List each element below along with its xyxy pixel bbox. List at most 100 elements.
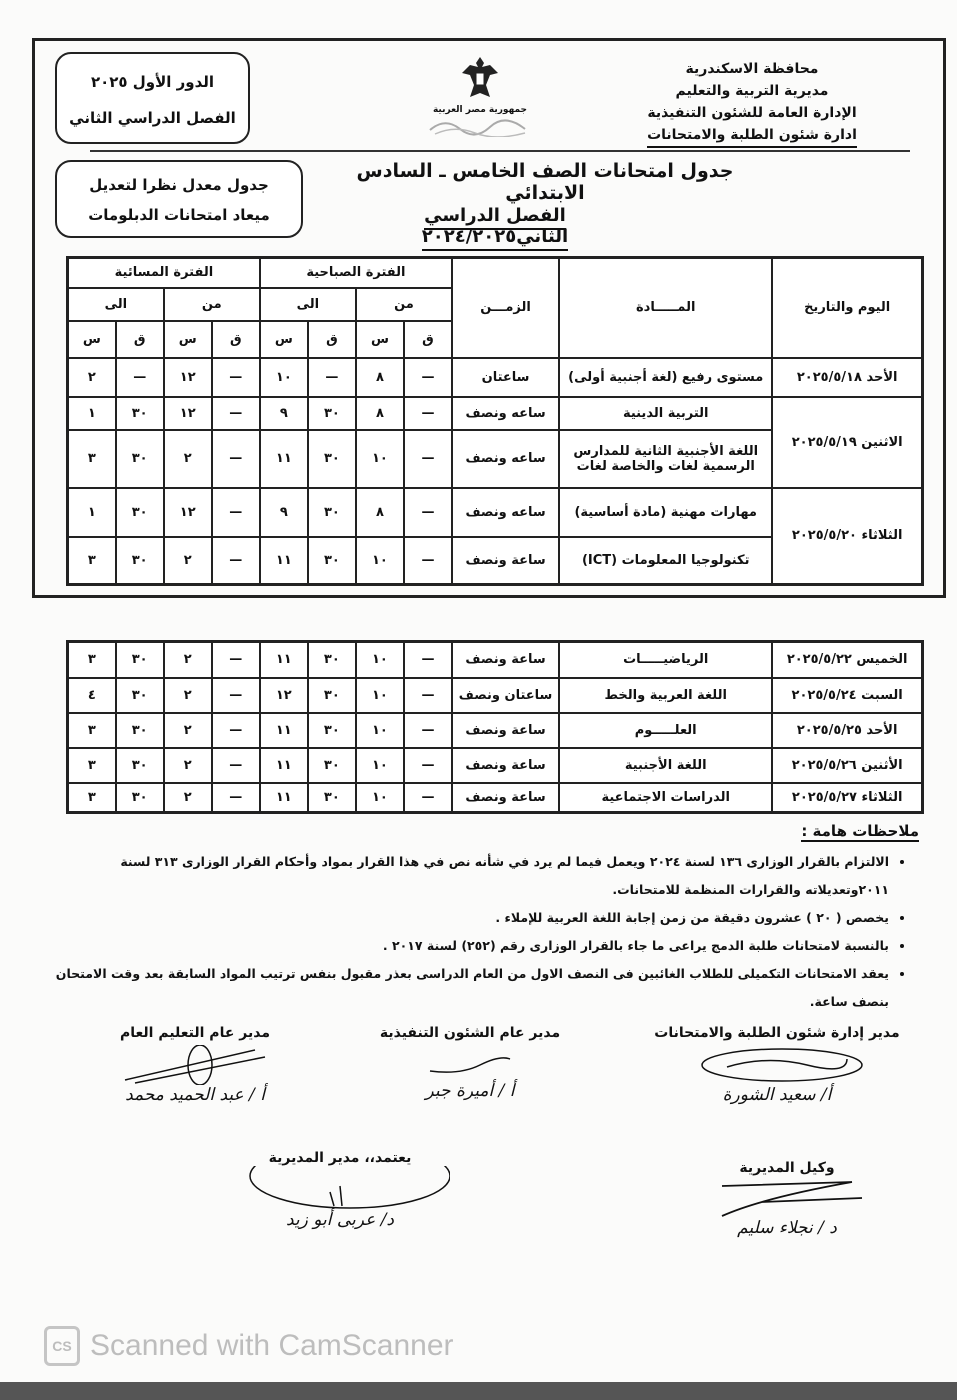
hour-cell: ٢ — [162, 711, 213, 749]
minute-cell: — — [210, 356, 261, 398]
minute-cell: — — [402, 746, 453, 784]
minute-cell: — — [210, 395, 261, 431]
governorate: محافظة الاسكندرية — [685, 61, 819, 77]
hour-cell: ١٠ — [354, 746, 405, 784]
duration-cell: ساعه ونصف — [450, 395, 561, 431]
document-frame — [32, 38, 946, 598]
header-hour: س — [354, 319, 405, 359]
watermark-text: Scanned with CamScanner — [90, 1329, 454, 1362]
signatory-title: مدير عام التعليم العام — [120, 1025, 270, 1041]
hour-cell: ١ — [66, 395, 117, 431]
camscanner-logo: CS — [44, 1326, 80, 1366]
day-date-cell: الخميس ٢٠٢٥/٥/٢٢ — [771, 640, 924, 679]
minute-cell: — — [402, 356, 454, 398]
eagle-icon — [462, 57, 498, 97]
signature-students-affairs: مدير إدارة شئون الطلبة والامتحانات أ/ سع… — [647, 1025, 907, 1105]
hour-cell: ٤ — [66, 676, 117, 714]
minute-cell: — — [402, 535, 454, 586]
header-minute: ق — [306, 319, 357, 359]
hour-cell: ١٢ — [162, 486, 213, 538]
table-1-body: الأحد ٢٠٢٥/٥/١٨ مستوى رفيع (لغة أجنبية أو… — [66, 356, 924, 586]
subject-cell: الدراسات الاجتماعية — [558, 781, 774, 814]
signatory-name: أ / عبد الحميد محمد — [125, 1085, 265, 1105]
table-row: الأحد ٢٠٢٥/٥/٢٥ العلـــــوم ساعة ونصف —١٠ ٣٠… — [66, 711, 924, 749]
signature-executive-affairs: مدير عام الشئون التنفيذية أ / أميرة جبر — [350, 1025, 590, 1101]
signature-deputy: وكيل المديرية د / نجلاء سليم — [687, 1160, 887, 1238]
table-2-body: الخميس ٢٠٢٥/٥/٢٢ الرياضيـــــات ساعة ونصف —… — [66, 640, 924, 814]
minute-cell: ٣٠ — [114, 428, 165, 489]
minute-cell: ٣٠ — [306, 428, 357, 489]
hour-cell: ١١ — [258, 535, 309, 586]
header-minute: ق — [402, 319, 454, 359]
minute-cell: ٣٠ — [306, 781, 357, 814]
subject-cell: اللغة الأجنبية الثانية للمدارس الرسمية ل… — [558, 428, 774, 489]
minute-cell: ٣٠ — [114, 486, 165, 538]
table-row: اللغة الأجنبية الثانية للمدارس الرسمية ل… — [66, 428, 923, 489]
header-minute: ق — [210, 319, 261, 359]
session-box: الدور الأول ٢٠٢٥ الفصل الدراسي الثاني — [55, 52, 250, 144]
signatory-name: أ / أميرة جبر — [425, 1081, 515, 1101]
hour-cell: ١٠ — [354, 428, 405, 489]
subject-cell: التربية الدينية — [558, 395, 774, 431]
day-date-cell: الاثنين ٢٠٢٥/٥/١٩ — [771, 395, 924, 489]
signatory-name: د / نجلاء سليم — [737, 1218, 837, 1238]
hour-cell: ١٠ — [354, 711, 405, 749]
hour-cell: ٢ — [162, 535, 213, 586]
hour-cell: ١٠ — [354, 781, 405, 814]
day-date-cell: الأحد ٢٠٢٥/٥/١٨ — [771, 356, 924, 398]
general-administration: الإدارة العامة للشئون التنفيذية — [647, 105, 857, 121]
header-hour: س — [66, 319, 117, 359]
subject-cell: تكنولوجيا المعلومات (ICT) — [558, 535, 774, 586]
header-duration: الزمـــن — [450, 256, 561, 359]
table-row: الأحد ٢٠٢٥/٥/١٨ مستوى رفيع (لغة أجنبية أو… — [66, 356, 924, 398]
minute-cell: ٣٠ — [306, 640, 357, 679]
exam-round: الدور الأول ٢٠٢٥ — [90, 73, 215, 91]
hour-cell: ٣ — [66, 640, 117, 679]
minute-cell: — — [402, 428, 454, 489]
minute-cell: — — [210, 486, 261, 538]
minute-cell: — — [210, 781, 261, 814]
handwritten-signature — [701, 1048, 863, 1082]
notes-list: الالتزام بالقرار الوزارى ١٣٦ لسنة ٢٠٢٤ و… — [39, 848, 907, 1016]
signatory-title: يعتمد،، مدير المديرية — [268, 1150, 412, 1166]
minute-cell: — — [210, 640, 261, 679]
day-date-cell: الأحد ٢٠٢٥/٥/٢٥ — [771, 711, 924, 749]
amendment-note-box: جدول معدل نظرا لتعديل ميعاد امتحانات الد… — [55, 160, 303, 238]
minute-cell: ٣٠ — [114, 676, 165, 714]
minute-cell: ٣٠ — [306, 711, 357, 749]
hour-cell: ١٠ — [354, 676, 405, 714]
minute-cell: — — [402, 711, 453, 749]
subject-cell: العلـــــوم — [558, 711, 774, 749]
subject-cell: اللغة الأجنبية — [558, 746, 774, 784]
minute-cell: — — [210, 535, 261, 586]
minute-cell: ٣٠ — [306, 676, 357, 714]
table-row: تكنولوجيا المعلومات (ICT) ساعة ونصف —١٠ ٣٠ ١… — [66, 535, 923, 586]
minute-cell: — — [306, 356, 357, 398]
emblem-caption: جمهورية مصر العربية — [432, 105, 528, 115]
duration-cell: ساعة ونصف — [450, 711, 561, 749]
header-divider — [90, 150, 910, 152]
signatory-name: أ/ سعيد الشورة — [722, 1085, 832, 1105]
egypt-eagle-emblem: جمهورية مصر العربية — [405, 55, 555, 145]
hour-cell: ١١ — [258, 711, 309, 749]
note-item: يخصص ( ٢٠ ) عشرون دقيقة من زمن إجابة الل… — [39, 904, 889, 932]
hour-cell: ٩ — [258, 395, 309, 431]
hour-cell: ٢ — [162, 640, 213, 679]
hour-cell: ٣ — [66, 711, 117, 749]
department: ادارة شئون الطلبة والامتحانات — [647, 124, 857, 148]
duration-cell: ساعتان — [450, 356, 561, 398]
duration-cell: ساعة ونصف — [450, 535, 561, 586]
subtitle-text: الفصل الدراسي الثاني٢٠٢٤/٢٠٢٥ — [421, 205, 569, 251]
subject-cell: الرياضيـــــات — [558, 640, 774, 679]
directorate: مديرية التربية والتعليم — [675, 83, 829, 99]
handwritten-signature — [429, 1057, 511, 1073]
header-subject: المـــــادة — [558, 256, 774, 359]
page-title: جدول امتحانات الصف الخامس ـ السادس الابت… — [356, 160, 734, 204]
minute-cell: ٣٠ — [306, 486, 357, 538]
handwritten-signature — [721, 1181, 863, 1217]
minute-cell: ٣٠ — [114, 395, 165, 431]
notes-heading: ملاحظات هامة : — [801, 822, 919, 842]
header-morning-from: من — [354, 286, 454, 322]
issuing-authority: محافظة الاسكندرية مديرية التربية والتعلي… — [602, 58, 902, 148]
hour-cell: ١١ — [258, 640, 309, 679]
